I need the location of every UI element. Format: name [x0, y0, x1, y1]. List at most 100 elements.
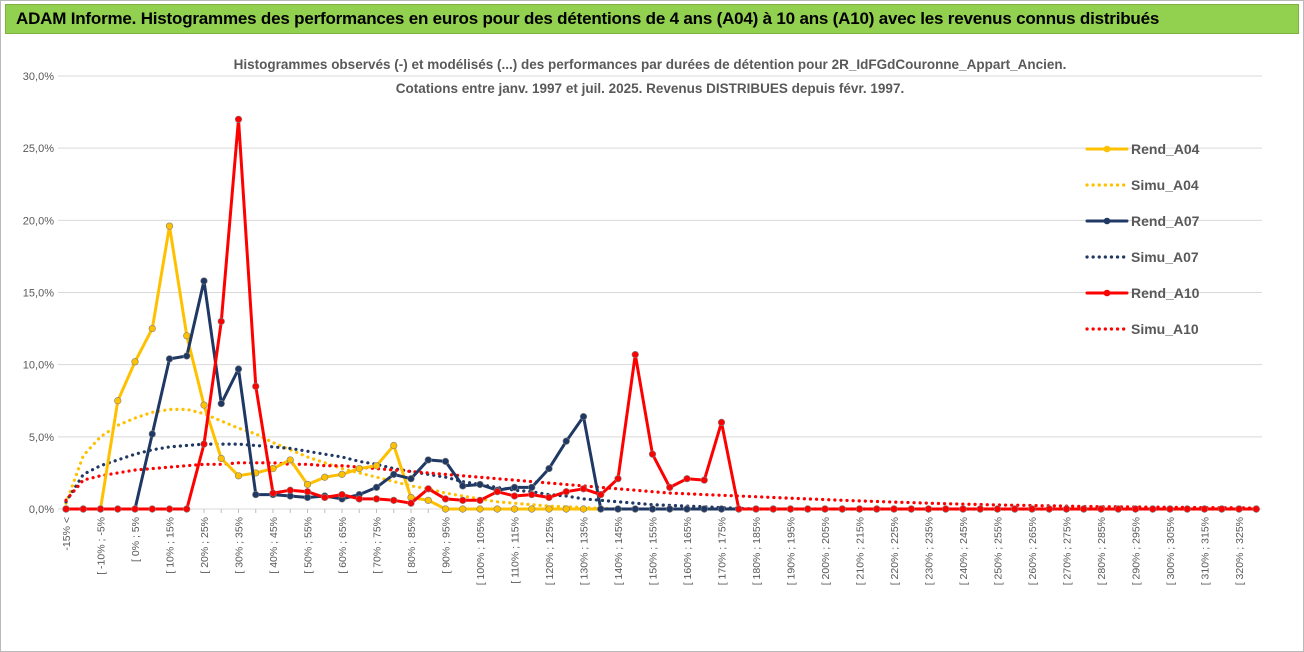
data-point — [372, 462, 381, 470]
data-point — [252, 382, 260, 390]
data-point — [838, 505, 846, 513]
data-point — [321, 493, 329, 502]
x-tick-label: [ 250% ; 255% — [993, 517, 1005, 585]
data-point — [1149, 505, 1157, 513]
legend-marker — [1103, 145, 1111, 153]
data-point — [648, 450, 657, 458]
data-point — [545, 493, 553, 502]
chart-title-line2: Cotations entre janv. 1997 et juil. 2025… — [396, 81, 904, 96]
data-point — [234, 115, 243, 123]
series-line-rend_a10 — [64, 117, 1258, 511]
data-point — [96, 505, 105, 513]
data-point — [459, 505, 467, 513]
y-tick-label: 10,0% — [23, 360, 54, 372]
x-tick-label: [ 150% ; 155% — [648, 517, 660, 585]
data-point — [562, 437, 570, 445]
data-point — [390, 496, 398, 504]
data-point — [338, 470, 346, 478]
x-tick-label: [ 270% ; 275% — [1062, 517, 1074, 585]
data-point — [528, 490, 536, 499]
series-line-rend_a04 — [64, 224, 1258, 511]
x-axis: -15% < [ -10% ; -5% [ 0% ; 5% [ 10% ; 15% [ … — [61, 517, 1246, 585]
data-point — [148, 505, 156, 513]
x-tick-label: [ 80% ; 85% — [406, 517, 418, 574]
x-tick-label: [ 20% ; 25% — [199, 517, 211, 574]
data-point — [666, 505, 674, 513]
x-tick-label: [ 200% ; 205% — [820, 517, 832, 585]
y-tick-label: 20,0% — [23, 215, 54, 227]
data-point — [717, 505, 726, 513]
data-point — [1252, 505, 1260, 513]
legend-label: Simu_A04 — [1131, 177, 1199, 193]
data-point — [338, 490, 346, 499]
data-point — [200, 440, 208, 448]
data-point — [1114, 505, 1122, 513]
data-point — [407, 499, 415, 507]
data-point — [459, 496, 467, 504]
data-point — [148, 324, 156, 333]
y-tick-label: 25,0% — [23, 143, 54, 155]
x-tick-label: [ 60% ; 65% — [337, 517, 349, 574]
data-point — [976, 505, 984, 513]
x-tick-label: [ 290% ; 295% — [1131, 517, 1143, 585]
data-point — [1131, 505, 1140, 513]
data-point — [769, 505, 777, 513]
data-point — [252, 490, 260, 499]
data-point — [700, 505, 708, 513]
data-point — [459, 482, 467, 490]
data-point — [286, 486, 294, 494]
x-tick-label: [ 30% ; 35% — [234, 517, 246, 574]
data-point — [510, 483, 519, 491]
data-point — [510, 492, 519, 500]
data-point — [562, 505, 570, 513]
data-point — [476, 480, 484, 489]
x-tick-label: [ 230% ; 235% — [924, 517, 936, 585]
data-point — [441, 505, 450, 513]
data-point — [597, 490, 605, 499]
data-point — [821, 505, 829, 513]
data-point — [804, 505, 812, 513]
data-point — [752, 505, 760, 513]
data-point — [200, 401, 208, 409]
data-point — [217, 317, 225, 325]
y-tick-label: 5,0% — [29, 432, 54, 444]
data-point — [993, 505, 1002, 513]
data-point — [648, 505, 657, 513]
data-point — [390, 470, 398, 478]
x-tick-label: [ 210% ; 215% — [855, 517, 867, 585]
banner-title: ADAM Informe. Histogrammes des performan… — [16, 9, 1160, 28]
legend-label: Simu_A10 — [1131, 321, 1199, 337]
x-tick-label: [ 130% ; 135% — [579, 517, 591, 585]
x-tick-label: [ 300% ; 305% — [1165, 517, 1177, 585]
data-point — [666, 483, 674, 491]
x-tick-label: [ 220% ; 225% — [889, 517, 901, 585]
series-line-simu_a07 — [64, 442, 1258, 511]
x-tick-label: [ 110% ; 115% — [510, 517, 522, 584]
data-point — [1183, 505, 1191, 513]
data-point — [700, 476, 708, 484]
y-tick-label: 0,0% — [29, 504, 54, 516]
data-point — [1045, 505, 1053, 513]
x-tick-label: [ 40% ; 45% — [268, 517, 280, 574]
legend-marker — [1103, 217, 1111, 225]
chart-title-line1: Histogrammes observés (-) et modélisés (… — [234, 57, 1067, 72]
x-tick-label: [ 50% ; 55% — [303, 517, 315, 574]
data-point — [441, 457, 450, 465]
y-axis: 0,0% 5,0% 10,0% 15,0% 20,0% 25,0% 30,0% — [23, 71, 54, 516]
data-point — [303, 480, 312, 489]
data-point — [579, 505, 588, 513]
legend-label: Rend_A07 — [1131, 213, 1200, 229]
data-point — [959, 505, 967, 513]
data-point — [528, 505, 536, 513]
x-tick-label: [ 120% ; 125% — [544, 517, 556, 585]
x-tick-label: [ 190% ; 195% — [786, 517, 798, 585]
data-point — [441, 495, 450, 503]
x-tick-label: [ 320% ; 325% — [1234, 517, 1246, 585]
data-point — [1218, 505, 1226, 513]
data-point — [942, 505, 950, 513]
data-point — [303, 488, 312, 496]
data-point — [217, 400, 225, 408]
data-point — [476, 505, 484, 513]
data-point — [390, 441, 398, 450]
data-point — [924, 505, 933, 513]
